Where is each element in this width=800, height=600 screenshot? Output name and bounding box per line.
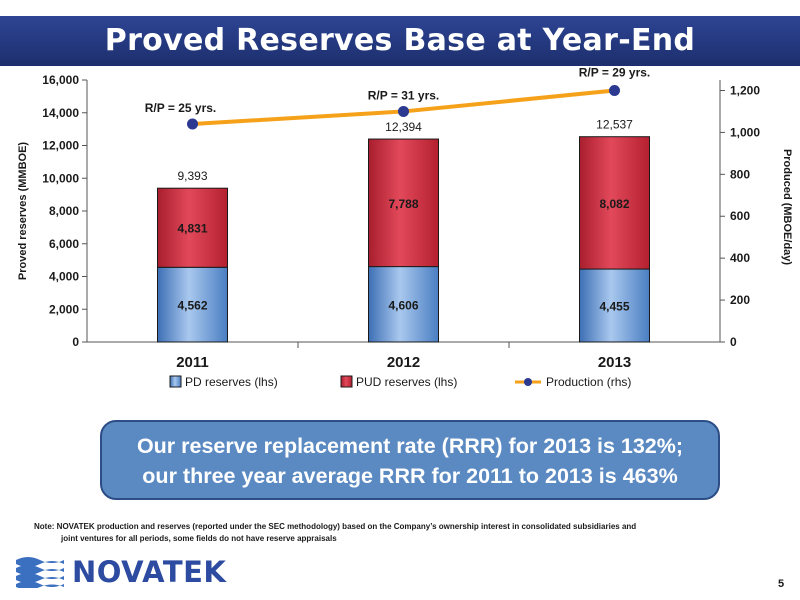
footnote-line-2: joint ventures for all periods, some fie… bbox=[61, 534, 337, 543]
page-number: 5 bbox=[778, 578, 785, 590]
y-tick-label-left: 14,000 bbox=[42, 106, 79, 120]
bar-label-pud: 8,082 bbox=[599, 197, 629, 211]
legend-label: PD reserves (lhs) bbox=[185, 375, 278, 389]
production-marker bbox=[609, 84, 620, 96]
bar-label-pd: 4,455 bbox=[599, 300, 629, 314]
y-tick-label-left: 16,000 bbox=[42, 73, 79, 87]
x-category-label: 2012 bbox=[387, 354, 420, 371]
y-tick-label-left: 8,000 bbox=[49, 204, 79, 218]
bar-label-pd: 4,606 bbox=[388, 298, 418, 312]
x-category-label: 2011 bbox=[176, 354, 209, 371]
y-axis-title-left: Proved reserves (MMBOE) bbox=[17, 142, 29, 280]
y-tick-label-right: 1,000 bbox=[730, 125, 760, 139]
y-tick-label-right: 0 bbox=[730, 335, 737, 349]
bar-pud-2011 bbox=[157, 187, 228, 268]
callout-line-2: our three year average RRR for 2011 to 2… bbox=[142, 464, 678, 488]
novatek-logo-icon bbox=[16, 557, 64, 590]
y-tick-label-right: 1,200 bbox=[730, 83, 760, 97]
bar-total-label: 9,393 bbox=[177, 169, 207, 183]
y-tick-label-right: 800 bbox=[730, 167, 750, 181]
x-category-label: 2013 bbox=[598, 354, 631, 371]
reserves-chart: 0 2,000 4,000 6,000 8,000 10,000 12,000 14,000 1… bbox=[17, 65, 793, 389]
bar-label-pud: 7,788 bbox=[388, 197, 418, 211]
rrr-callout: Our reserve replacement rate (RRR) for 2… bbox=[100, 420, 720, 500]
bar-pud-2012 bbox=[368, 138, 439, 268]
y-axis-title-right: Produced (MBOE/day) bbox=[781, 149, 793, 265]
novatek-logo: NOVATEK bbox=[14, 554, 226, 590]
y-tick-label-left: 6,000 bbox=[49, 237, 79, 251]
legend-marker bbox=[524, 378, 532, 386]
rp-label: R/P = 25 yrs. bbox=[145, 101, 217, 115]
y-tick-label-right: 600 bbox=[730, 209, 750, 223]
y-tick-label-right: 200 bbox=[730, 293, 750, 307]
logo-wordmark: NOVATEK bbox=[72, 555, 227, 589]
bar-total-label: 12,394 bbox=[385, 120, 422, 134]
legend-swatch bbox=[169, 375, 182, 388]
footnote-line-1: Note: NOVATEK production and reserves (r… bbox=[34, 522, 637, 531]
page-title: Proved Reserves Base at Year-End bbox=[104, 23, 696, 58]
production-marker bbox=[187, 118, 198, 130]
y-tick-label-left: 12,000 bbox=[42, 139, 79, 153]
footnote: Note: NOVATEK production and reserves (r… bbox=[34, 521, 734, 545]
legend-label: PUD reserves (lhs) bbox=[356, 375, 457, 389]
production-marker bbox=[398, 105, 409, 117]
legend-label: Production (rhs) bbox=[546, 375, 631, 389]
legend-swatch bbox=[340, 375, 353, 388]
rp-label: R/P = 31 yrs. bbox=[368, 88, 440, 102]
bar-total-label: 12,537 bbox=[596, 118, 633, 132]
bar-label-pd: 4,562 bbox=[177, 299, 207, 313]
title-bar: Proved Reserves Base at Year-End bbox=[0, 16, 800, 66]
y-tick-label-left: 2,000 bbox=[49, 302, 79, 316]
y-tick-label-left: 4,000 bbox=[49, 270, 79, 284]
bar-pud-2013 bbox=[579, 136, 650, 270]
bar-pd-2013 bbox=[579, 268, 650, 343]
bar-label-pud: 4,831 bbox=[177, 222, 207, 236]
callout-line-1: Our reserve replacement rate (RRR) for 2… bbox=[136, 434, 684, 458]
rp-label: R/P = 29 yrs. bbox=[579, 65, 651, 79]
y-tick-label-left: 10,000 bbox=[42, 171, 79, 185]
y-tick-label-right: 400 bbox=[730, 251, 750, 265]
y-tick-label-left: 0 bbox=[72, 335, 79, 349]
bar-pd-2011 bbox=[157, 266, 228, 343]
